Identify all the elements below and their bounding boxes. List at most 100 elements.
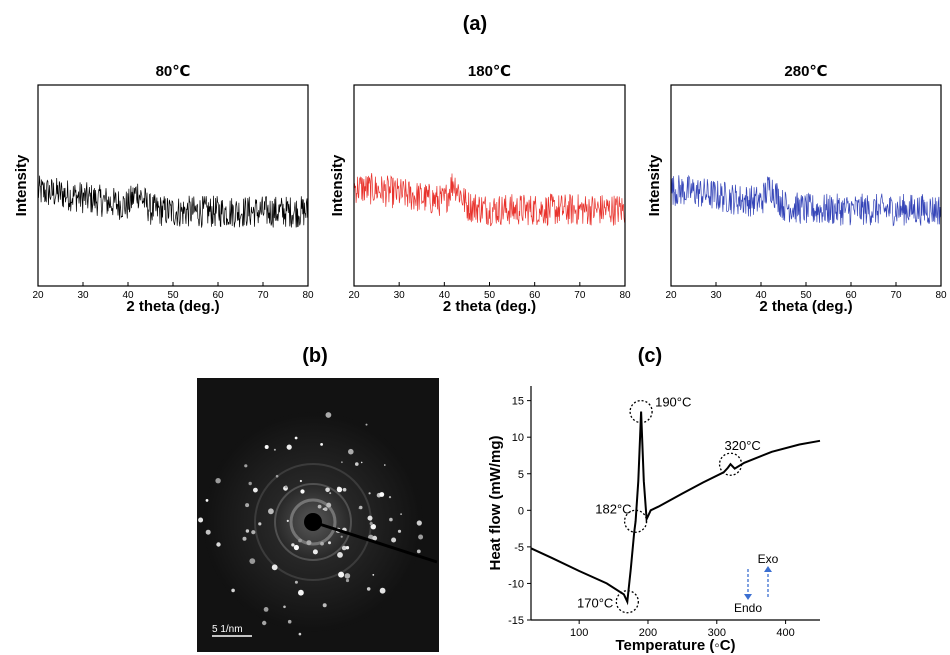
diffraction-spot	[205, 499, 209, 502]
x-tick-label: 50	[167, 290, 179, 301]
diffraction-spot	[388, 496, 392, 499]
diffraction-spot	[299, 479, 302, 483]
diffraction-spot	[360, 461, 363, 464]
diffraction-spot	[286, 519, 289, 523]
peak-annotation: 190°C	[655, 395, 691, 410]
diffraction-spot	[320, 443, 323, 446]
diffraction-spot	[372, 574, 375, 576]
diffraction-spot	[368, 492, 371, 495]
diffraction-spot	[294, 436, 298, 440]
diffraction-spot	[293, 544, 299, 551]
y-axis-label: Intensity	[13, 154, 30, 216]
exo-label: Exo	[758, 552, 779, 566]
diffraction-spot	[342, 487, 347, 492]
diffraction-spot	[336, 486, 343, 493]
diffraction-spot	[317, 504, 322, 509]
x-tick-label: 60	[529, 290, 541, 301]
diffraction-spot	[325, 412, 332, 418]
endo-label: Endo	[734, 601, 762, 615]
diffraction-spot	[298, 632, 302, 636]
y-tick-label: -15	[508, 615, 524, 627]
x-tick-label: 20	[348, 290, 360, 301]
x-tick-label: 300	[708, 627, 726, 639]
diffraction-spot	[372, 535, 378, 541]
x-tick-label: 80	[619, 290, 631, 301]
xrd-chart-180c: 180℃ 20 30 40 50 60 70 80 2 theta (deg.) Intensit…	[329, 63, 631, 315]
diffraction-spot	[205, 529, 211, 535]
peak-marker-circle	[718, 452, 743, 476]
x-tick-label: 70	[574, 290, 586, 301]
diffraction-spot	[273, 448, 276, 451]
diffraction-spot	[328, 541, 331, 545]
diffraction-spot	[389, 517, 393, 522]
diffraction-spot	[287, 619, 292, 624]
scale-bar-label: 5 1/nm	[212, 624, 243, 635]
exo-arrowhead	[764, 566, 772, 572]
diffraction-spot	[198, 517, 204, 523]
diffraction-spot	[345, 578, 350, 583]
x-tick-label: 60	[845, 290, 857, 301]
diffraction-spot	[298, 538, 302, 543]
panel-label-b: (b)	[302, 345, 328, 367]
diffraction-spot	[416, 520, 422, 526]
diffraction-spot	[337, 552, 343, 558]
diffraction-spot	[216, 542, 221, 547]
plot-frame	[37, 84, 309, 287]
diffraction-spot	[418, 534, 424, 540]
diffraction-spot	[379, 492, 385, 497]
diffraction-spot	[215, 478, 221, 484]
diffraction-spot	[313, 549, 317, 553]
y-tick-label: 10	[512, 432, 524, 444]
diffraction-spot	[231, 588, 235, 593]
x-tick-label: 20	[32, 290, 44, 301]
diffraction-spot	[341, 545, 347, 551]
chart-title: 280℃	[784, 63, 827, 80]
x-tick-label: 40	[439, 290, 451, 301]
xrd-chart-280c: 280℃ 20 30 40 50 60 70 80 2 theta (deg.) Intensit…	[646, 63, 947, 315]
x-tick-label: 400	[776, 627, 794, 639]
diffraction-spot	[323, 507, 328, 511]
peak-marker-circle	[629, 399, 653, 424]
diffraction-spot	[344, 573, 351, 579]
diffraction-spot	[348, 448, 354, 455]
diffraction-spot	[283, 605, 286, 609]
diffraction-spot	[284, 485, 288, 489]
panel-label-a: (a)	[463, 13, 487, 35]
diffraction-spot	[291, 543, 295, 547]
diffraction-spot	[271, 564, 278, 571]
x-tick-label: 40	[755, 290, 767, 301]
diffraction-spot	[345, 546, 350, 550]
x-tick-label: 30	[394, 290, 406, 301]
y-tick-label: -10	[508, 578, 524, 590]
diffraction-spot	[268, 508, 274, 515]
diffraction-spot	[242, 536, 247, 541]
x-tick-label: 200	[639, 627, 657, 639]
y-tick-label: 0	[518, 505, 524, 517]
x-tick-label: 80	[302, 290, 314, 301]
diffraction-spot	[245, 503, 250, 508]
diffraction-spot	[286, 444, 292, 450]
x-axis-label: 2 theta (deg.)	[443, 298, 536, 315]
beam-stop	[312, 520, 438, 564]
y-tick-label: 5	[518, 469, 524, 481]
peak-annotation: 182°C	[595, 501, 631, 516]
y-tick-label: -5	[514, 542, 524, 554]
diffraction-spot	[294, 580, 298, 584]
diffraction-spot	[367, 515, 373, 521]
diffraction-spot	[244, 464, 248, 468]
diffraction-spot	[249, 558, 256, 564]
x-tick-label: 50	[800, 290, 812, 301]
y-tick-label: 15	[512, 396, 524, 408]
xrd-series-line	[670, 174, 942, 227]
diffraction-spot	[329, 492, 332, 495]
diffraction-spot	[306, 540, 312, 546]
chart-title: 80℃	[156, 63, 191, 80]
diffraction-spot	[384, 464, 386, 466]
diffraction-spot	[264, 445, 269, 449]
diffraction-spot	[340, 535, 343, 538]
diffraction-spot	[253, 487, 258, 493]
x-tick-label: 50	[484, 290, 496, 301]
diffraction-spot	[355, 462, 359, 466]
x-tick-label: 80	[935, 290, 947, 301]
diffraction-spot	[341, 461, 343, 464]
